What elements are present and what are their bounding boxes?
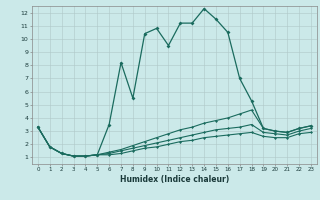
X-axis label: Humidex (Indice chaleur): Humidex (Indice chaleur)	[120, 175, 229, 184]
